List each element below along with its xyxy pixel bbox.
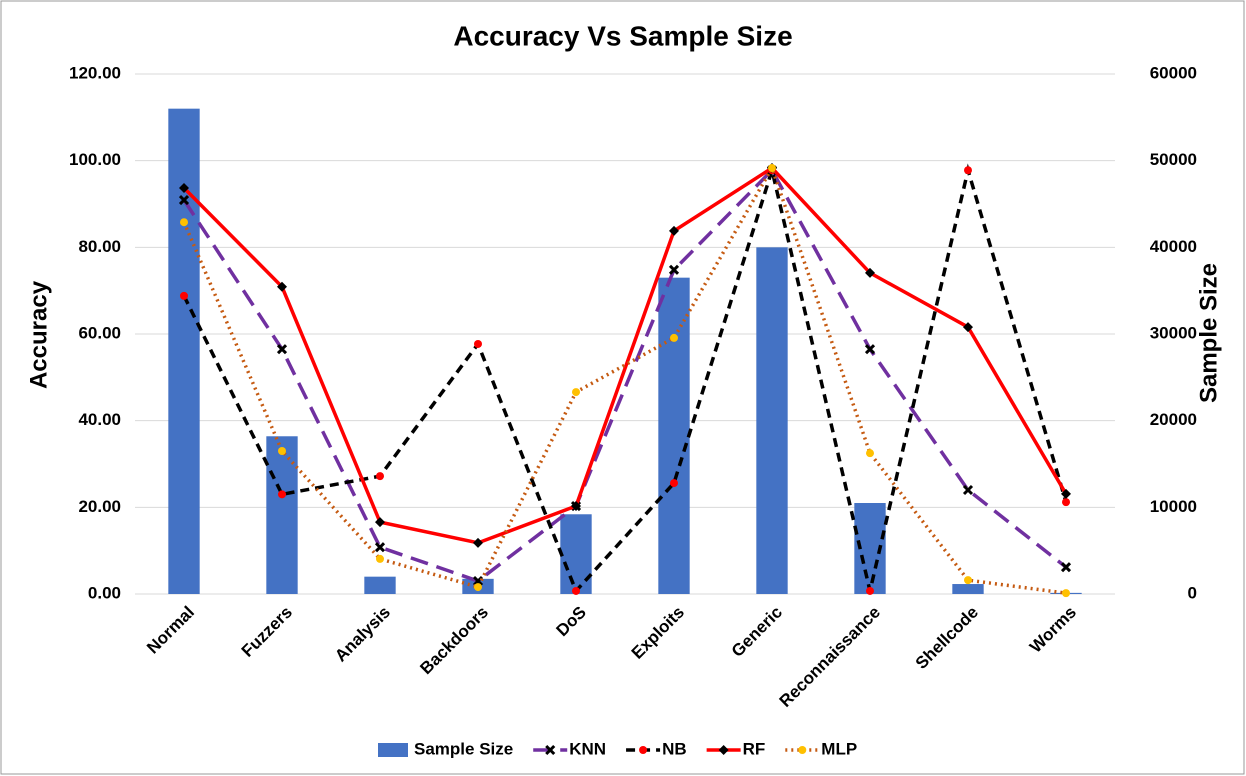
y2-tick-label: 10000 (1150, 497, 1197, 516)
y-tick-label: 20.00 (78, 497, 121, 516)
line (182, 167, 1068, 583)
y-axis-label: Accuracy (25, 280, 52, 389)
y2-tick-label: 40000 (1150, 237, 1197, 256)
marker (276, 344, 288, 355)
bar (756, 247, 788, 595)
marker (670, 479, 678, 488)
marker-stroke (668, 264, 680, 275)
bar (168, 108, 200, 595)
y2-tick-label: 20000 (1150, 410, 1197, 429)
bar (266, 436, 298, 594)
marker (866, 449, 874, 458)
marker (964, 166, 972, 175)
legend-label: NB (662, 739, 687, 758)
bar (952, 584, 984, 594)
legend-marker (545, 744, 556, 756)
legend-marker (718, 745, 729, 755)
marker (572, 388, 580, 397)
line (182, 163, 1068, 595)
bar (364, 576, 396, 594)
marker (178, 195, 190, 206)
y-tick-label: 40.00 (78, 410, 121, 429)
y2-tick-label: 50000 (1150, 150, 1197, 169)
marker (374, 542, 386, 553)
marker (375, 517, 385, 528)
marker (572, 586, 580, 595)
marker (1062, 589, 1070, 598)
y-tick-label: 60.00 (78, 323, 121, 342)
marker (864, 344, 876, 355)
marker-stroke (178, 195, 190, 206)
marker (668, 264, 680, 275)
legend-marker (639, 746, 648, 754)
line (182, 165, 1068, 545)
legend-label: Sample Size (414, 739, 513, 758)
legend-label: KNN (569, 739, 606, 758)
marker (1062, 498, 1070, 507)
marker (1060, 562, 1072, 573)
marker (963, 322, 973, 333)
marker (865, 267, 875, 278)
marker (376, 554, 384, 563)
marker (768, 164, 776, 173)
marker-stroke (276, 344, 288, 355)
marker (474, 583, 482, 592)
marker (571, 501, 581, 512)
marker (278, 447, 286, 455)
marker-stroke (1060, 562, 1072, 573)
legend-label: RF (743, 739, 766, 758)
y2-axis-label: Sample Size (1195, 263, 1222, 403)
line (182, 163, 1067, 595)
bar (560, 514, 592, 594)
marker (473, 537, 483, 548)
chart-title: Accuracy Vs Sample Size (453, 20, 792, 51)
bar (658, 277, 690, 594)
y-tick-label: 120.00 (69, 63, 121, 82)
marker (278, 490, 286, 499)
y-tick-label: 80.00 (78, 237, 121, 256)
marker (964, 576, 972, 585)
y2-tick-label: 30000 (1150, 323, 1197, 342)
marker (962, 484, 974, 496)
marker (474, 339, 482, 348)
marker (670, 333, 678, 342)
y-tick-label: 100.00 (69, 150, 121, 169)
y2-tick-label: 60000 (1150, 63, 1197, 82)
marker (376, 472, 384, 481)
marker (1061, 488, 1071, 499)
marker (669, 225, 679, 236)
marker-stroke (864, 344, 876, 355)
marker-stroke (374, 542, 386, 553)
legend-label: MLP (821, 739, 857, 758)
marker-stroke (962, 484, 974, 496)
marker (180, 291, 188, 300)
legend-marker (798, 746, 807, 754)
y2-tick-label: 0 (1188, 583, 1197, 602)
marker (277, 281, 287, 292)
legend-swatch (378, 743, 408, 757)
marker (866, 586, 874, 595)
marker (180, 218, 188, 227)
y-tick-label: 0.00 (88, 583, 121, 602)
marker (179, 182, 189, 193)
